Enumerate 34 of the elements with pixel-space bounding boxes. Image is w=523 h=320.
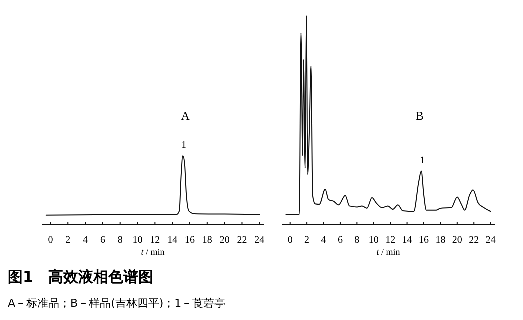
x-tick-label: 16	[419, 235, 429, 246]
x-tick-label: 14	[168, 235, 178, 246]
x-tick-label: 12	[386, 235, 396, 246]
x-tick-label: 6	[100, 235, 106, 246]
x-tick-label: 4	[321, 235, 326, 246]
x-tick-label: 10	[368, 235, 379, 246]
x-axis-title: t / min	[376, 247, 401, 257]
x-tick-label: 0	[288, 235, 293, 246]
x-axis-title: t / min	[141, 247, 166, 257]
x-tick-label: 14	[402, 235, 412, 246]
x-tick-label: 22	[237, 235, 248, 246]
x-tick-label: 2	[66, 235, 71, 246]
x-tick-label: 18	[436, 235, 446, 246]
caption: 图1 高效液相色谱图	[8, 268, 154, 286]
x-tick-label: 6	[338, 235, 343, 246]
x-tick-label: 10	[132, 235, 143, 246]
x-tick-label: 8	[118, 235, 123, 246]
x-tick-label: 0	[48, 235, 54, 246]
x-tick-label: 24	[486, 235, 496, 246]
x-tick-label: 24	[254, 235, 265, 246]
annotation: 1	[182, 140, 187, 151]
annotation: 1	[420, 155, 425, 166]
x-tick-label: 2	[304, 235, 310, 246]
text: A－标准品；B－样品(吉林四平)；1－莨菪亭	[8, 297, 226, 310]
chart-title: A	[181, 109, 190, 123]
x-tick-label: 16	[185, 235, 195, 246]
x-tick-label: 20	[452, 235, 462, 246]
x-tick-label: 8	[354, 235, 360, 246]
x-tick-label: 4	[83, 235, 88, 246]
x-tick-label: 12	[150, 235, 160, 246]
x-tick-label: 22	[469, 235, 480, 246]
text: B	[416, 109, 424, 123]
x-tick-label: 18	[202, 235, 212, 246]
x-tick-label: 20	[220, 235, 230, 246]
